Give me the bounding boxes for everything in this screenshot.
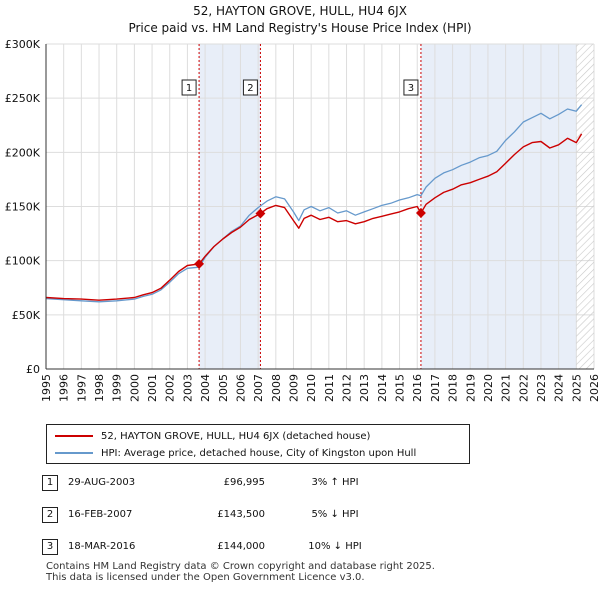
x-tick-label: 1998 <box>93 374 106 402</box>
hpi-line <box>45 104 583 303</box>
x-tick-label: 2015 <box>394 374 407 402</box>
x-tick-label: 2018 <box>447 374 460 402</box>
y-tick-label: £0 <box>26 363 40 376</box>
x-tick-label: 2025 <box>570 374 583 402</box>
sale-date: 29-AUG-2003 <box>68 477 136 488</box>
y-tick-label: £300K <box>5 38 41 51</box>
x-tick-label: 2016 <box>411 374 424 402</box>
forecast-hatch <box>576 44 594 369</box>
sale-hpi-diff: 10% ↓ HPI <box>308 541 362 552</box>
sale-hpi-diff: 3% ↑ HPI <box>311 477 359 488</box>
legend-swatch-property <box>55 435 93 437</box>
legend-label-hpi: HPI: Average price, detached house, City… <box>101 447 417 459</box>
x-tick-label: 2005 <box>217 374 230 402</box>
x-tick-label: 2009 <box>287 374 300 402</box>
sale-row: 1 29-AUG-2003 £96,995 3% ↑ HPI <box>40 474 440 494</box>
sale-label-text: 2 <box>247 83 253 94</box>
x-tick-label: 2019 <box>464 374 477 402</box>
sale-row: 2 16-FEB-2007 £143,500 5% ↓ HPI <box>40 506 440 526</box>
sale-number: 1 <box>42 475 58 491</box>
legend-item-property: 52, HAYTON GROVE, HULL, HU4 6JX (detache… <box>55 428 370 444</box>
y-tick-label: £250K <box>5 92 41 105</box>
sale-label-box <box>242 79 258 96</box>
sale-row: 3 18-MAR-2016 £144,000 10% ↓ HPI <box>40 538 440 558</box>
chart-subtitle: Price paid vs. HM Land Registry's House … <box>128 21 472 35</box>
x-tick-label: 2003 <box>181 374 194 402</box>
y-tick-label: £200K <box>5 146 41 159</box>
x-tick-label: 2004 <box>199 374 212 402</box>
sale-label-text: 1 <box>186 83 192 94</box>
sale-marker <box>255 208 266 219</box>
sale-marker <box>415 208 426 218</box>
x-tick-label: 2008 <box>270 374 283 402</box>
y-tick-label: £150K <box>5 201 41 214</box>
sale-number: 3 <box>42 539 58 555</box>
x-tick-label: 2023 <box>535 374 548 402</box>
sale-number: 2 <box>42 507 58 523</box>
x-tick-label: 2012 <box>341 374 354 402</box>
y-tick-label: £50K <box>12 309 41 322</box>
x-tick-label: 1997 <box>75 374 88 402</box>
x-tick-label: 2020 <box>482 374 495 402</box>
x-tick-label: 2022 <box>517 374 530 402</box>
footer-copyright: Contains HM Land Registry data © Crown c… <box>46 561 435 572</box>
x-tick-label: 2007 <box>252 374 265 402</box>
sale-price: £96,995 <box>223 477 265 488</box>
sale-hpi-diff: 5% ↓ HPI <box>311 509 359 520</box>
x-tick-label: 2024 <box>553 374 566 402</box>
sale-label-text: 3 <box>408 83 414 94</box>
x-tick-label: 2001 <box>146 374 159 402</box>
legend-swatch-hpi <box>55 452 93 454</box>
sale-label-box <box>181 79 197 96</box>
x-tick-label: 2014 <box>376 374 389 402</box>
y-tick-label: £100K <box>5 255 41 268</box>
property-line <box>45 133 583 301</box>
legend: 52, HAYTON GROVE, HULL, HU4 6JX (detache… <box>46 424 470 464</box>
sale-date: 18-MAR-2016 <box>68 541 136 552</box>
x-tick-label: 1995 <box>40 374 53 402</box>
x-tick-label: 2011 <box>323 374 336 402</box>
x-tick-label: 1996 <box>58 374 71 402</box>
x-tick-label: 2010 <box>305 374 318 402</box>
sale-price: £144,000 <box>217 541 265 552</box>
x-tick-label: 2000 <box>128 374 141 402</box>
sale-label-box <box>403 79 419 96</box>
x-tick-label: 2002 <box>164 374 177 402</box>
x-tick-label: 2026 <box>588 374 600 402</box>
footer: Contains HM Land Registry data © Crown c… <box>46 561 435 583</box>
x-tick-label: 2006 <box>234 374 247 402</box>
legend-label-property: 52, HAYTON GROVE, HULL, HU4 6JX (detache… <box>101 430 371 442</box>
x-tick-label: 2017 <box>429 374 442 402</box>
x-tick-label: 2013 <box>358 374 371 402</box>
chart-title: 52, HAYTON GROVE, HULL, HU4 6JX <box>193 4 407 18</box>
x-tick-label: 2021 <box>500 374 513 402</box>
sale-marker <box>194 258 205 269</box>
legend-item-hpi: HPI: Average price, detached house, City… <box>55 445 416 461</box>
footer-licence: This data is licensed under the Open Gov… <box>46 572 365 583</box>
x-tick-label: 1999 <box>111 374 124 402</box>
sale-price: £143,500 <box>217 509 265 520</box>
price-chart: 1 2 3 £0 £50K £100K £150K £200K £250K £300K 1995 1… <box>5 38 600 402</box>
sale-date: 16-FEB-2007 <box>68 509 133 520</box>
